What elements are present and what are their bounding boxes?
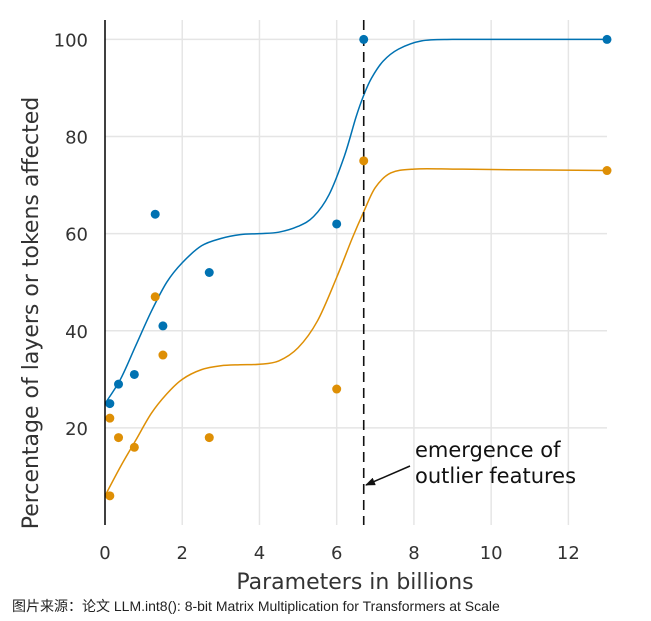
- x-tick-label: 8: [408, 543, 419, 564]
- grid-lines: [105, 20, 607, 525]
- data-point-series-2: [359, 156, 369, 166]
- data-point-series-2: [150, 292, 160, 302]
- data-point-series-1: [105, 399, 115, 409]
- data-points: [105, 34, 612, 501]
- data-point-series-2: [158, 350, 168, 360]
- fit-curve-series-2: [104, 168, 608, 497]
- x-tick-label: 12: [557, 543, 580, 564]
- x-tick-label: 10: [480, 543, 503, 564]
- annotation-line-1: emergence of: [415, 438, 561, 462]
- annotation-line-2: outlier features: [415, 464, 576, 488]
- data-point-series-1: [359, 34, 369, 44]
- data-point-series-2: [129, 442, 139, 452]
- data-point-series-2: [105, 413, 115, 423]
- data-point-series-2: [602, 166, 612, 176]
- x-tick-label: 0: [99, 543, 110, 564]
- y-tick-label: 40: [65, 322, 88, 343]
- data-point-series-1: [129, 369, 139, 379]
- y-tick-label: 80: [65, 128, 88, 149]
- y-tick-label: 100: [54, 30, 88, 51]
- x-tick-labels: 0 2 4 6 8 10 12: [99, 543, 580, 564]
- data-point-series-1: [150, 209, 160, 219]
- data-point-series-1: [602, 34, 612, 44]
- data-point-series-1: [332, 219, 342, 229]
- y-tick-label: 60: [65, 225, 88, 246]
- data-point-series-2: [204, 433, 214, 443]
- annotation-arrow: [365, 465, 411, 486]
- source-caption: 图片来源：论文 LLM.int8(): 8-bit Matrix Multipl…: [12, 598, 500, 614]
- fit-curves: [104, 38, 608, 497]
- y-tick-labels: 20 40 60 80 100: [54, 30, 88, 439]
- x-tick-label: 6: [331, 543, 342, 564]
- data-point-series-2: [332, 384, 342, 394]
- y-tick-label: 20: [65, 419, 88, 440]
- y-axis-title: Percentage of layers or tokens affected: [19, 97, 44, 529]
- data-point-series-1: [158, 321, 168, 331]
- data-point-series-2: [114, 433, 124, 443]
- data-point-series-1: [114, 379, 124, 389]
- data-point-series-1: [204, 268, 214, 277]
- fit-curve-series-1: [104, 38, 607, 405]
- data-point-series-2: [105, 491, 115, 501]
- x-tick-label: 2: [177, 543, 188, 564]
- x-axis-title: Parameters in billions: [236, 570, 473, 595]
- x-tick-label: 4: [254, 543, 265, 564]
